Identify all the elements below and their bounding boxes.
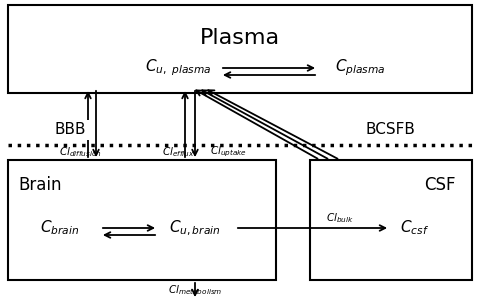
Bar (8, 5, 472, 93)
Text: $Cl_{uptake}$: $Cl_{uptake}$ (209, 145, 247, 159)
Text: $C_{u,brain}$: $C_{u,brain}$ (169, 218, 221, 238)
Text: $Cl_{diffusion}$: $Cl_{diffusion}$ (59, 145, 101, 159)
Text: $Cl_{efflux}$: $Cl_{efflux}$ (162, 145, 194, 159)
Bar (8, 160, 276, 280)
Text: Plasma: Plasma (200, 28, 280, 48)
Bar (310, 160, 472, 280)
Text: Brain: Brain (18, 176, 62, 194)
Text: $C_{csf}$: $C_{csf}$ (400, 219, 430, 237)
Text: BBB: BBB (54, 123, 86, 138)
Text: $C_{plasma}$: $C_{plasma}$ (335, 58, 385, 78)
Text: BCSFB: BCSFB (365, 123, 415, 138)
Text: $C_{brain}$: $C_{brain}$ (40, 219, 80, 237)
Text: $Cl_{metabolism}$: $Cl_{metabolism}$ (168, 283, 222, 297)
Text: $Cl_{bulk}$: $Cl_{bulk}$ (326, 211, 354, 225)
Text: CSF: CSF (424, 176, 456, 194)
Text: $C_{u,\ plasma}$: $C_{u,\ plasma}$ (145, 58, 211, 78)
